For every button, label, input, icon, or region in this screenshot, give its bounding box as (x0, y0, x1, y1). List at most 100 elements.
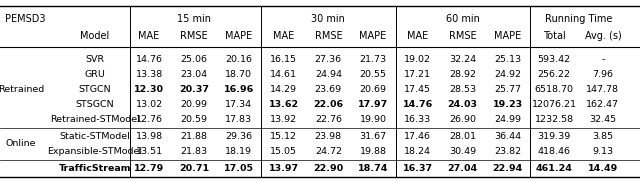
Text: 17.46: 17.46 (404, 132, 431, 141)
Text: RMSE: RMSE (449, 31, 477, 41)
Text: 12.76: 12.76 (136, 114, 163, 124)
Text: MAPE: MAPE (225, 31, 252, 41)
Text: 60 min: 60 min (446, 14, 479, 24)
Text: 20.55: 20.55 (360, 70, 387, 79)
Text: 24.72: 24.72 (315, 147, 342, 156)
Text: 16.33: 16.33 (404, 114, 431, 124)
Text: -: - (601, 55, 605, 64)
Text: 20.16: 20.16 (225, 55, 252, 64)
Text: 13.02: 13.02 (136, 100, 163, 109)
Text: STSGCN: STSGCN (76, 100, 114, 109)
Text: 20.37: 20.37 (179, 85, 209, 94)
Text: 162.47: 162.47 (586, 100, 620, 109)
Text: 32.45: 32.45 (589, 114, 616, 124)
Text: 21.88: 21.88 (180, 132, 207, 141)
Text: Total: Total (543, 31, 566, 41)
Text: 18.70: 18.70 (225, 70, 252, 79)
Text: 12.30: 12.30 (134, 85, 164, 94)
Text: 28.92: 28.92 (449, 70, 476, 79)
Text: 28.53: 28.53 (449, 85, 476, 94)
Text: 17.21: 17.21 (404, 70, 431, 79)
Text: 18.74: 18.74 (358, 164, 388, 173)
Text: Running Time: Running Time (545, 14, 612, 24)
Text: 20.59: 20.59 (180, 114, 207, 124)
Text: 23.82: 23.82 (494, 147, 521, 156)
Text: MAPE: MAPE (360, 31, 387, 41)
Text: 23.98: 23.98 (315, 132, 342, 141)
Text: 17.83: 17.83 (225, 114, 252, 124)
Text: 16.15: 16.15 (270, 55, 297, 64)
Text: 14.61: 14.61 (270, 70, 297, 79)
Text: Model: Model (80, 31, 109, 41)
Text: 30 min: 30 min (312, 14, 345, 24)
Text: 21.83: 21.83 (180, 147, 207, 156)
Text: 19.88: 19.88 (360, 147, 387, 156)
Text: 15.05: 15.05 (270, 147, 297, 156)
Text: 17.97: 17.97 (358, 100, 388, 109)
Text: 14.49: 14.49 (588, 164, 618, 173)
Text: 19.02: 19.02 (404, 55, 431, 64)
Text: 24.99: 24.99 (494, 114, 521, 124)
Text: Avg. (s): Avg. (s) (584, 31, 621, 41)
Text: 19.23: 19.23 (492, 100, 523, 109)
Text: 17.34: 17.34 (225, 100, 252, 109)
Text: 28.01: 28.01 (449, 132, 476, 141)
Text: 6518.70: 6518.70 (535, 85, 573, 94)
Text: 13.97: 13.97 (268, 164, 299, 173)
Text: MAPE: MAPE (494, 31, 521, 41)
Text: 14.76: 14.76 (403, 100, 433, 109)
Text: 18.24: 18.24 (404, 147, 431, 156)
Text: 256.22: 256.22 (538, 70, 571, 79)
Text: 27.36: 27.36 (315, 55, 342, 64)
Text: 31.67: 31.67 (360, 132, 387, 141)
Text: 29.36: 29.36 (225, 132, 252, 141)
Text: 30.49: 30.49 (449, 147, 476, 156)
Text: MAE: MAE (273, 31, 294, 41)
Text: 1232.58: 1232.58 (534, 114, 574, 124)
Text: 25.06: 25.06 (180, 55, 207, 64)
Text: 18.19: 18.19 (225, 147, 252, 156)
Text: 12.79: 12.79 (134, 164, 164, 173)
Text: 319.39: 319.39 (538, 132, 571, 141)
Text: STGCN: STGCN (79, 85, 111, 94)
Text: 418.46: 418.46 (538, 147, 571, 156)
Text: 9.13: 9.13 (592, 147, 614, 156)
Text: RMSE: RMSE (180, 31, 208, 41)
Text: PEMSD3: PEMSD3 (5, 14, 46, 24)
Text: 16.96: 16.96 (223, 85, 254, 94)
Text: 27.04: 27.04 (447, 164, 478, 173)
Text: 20.99: 20.99 (180, 100, 207, 109)
Text: 22.90: 22.90 (313, 164, 344, 173)
Text: 25.77: 25.77 (494, 85, 521, 94)
Text: 13.98: 13.98 (136, 132, 163, 141)
Text: 13.92: 13.92 (270, 114, 297, 124)
Text: 15 min: 15 min (177, 14, 211, 24)
Text: 22.94: 22.94 (492, 164, 523, 173)
Text: 19.90: 19.90 (360, 114, 387, 124)
Text: 23.69: 23.69 (315, 85, 342, 94)
Text: 15.12: 15.12 (270, 132, 297, 141)
Text: MAE: MAE (138, 31, 160, 41)
Text: Retrained: Retrained (0, 85, 44, 94)
Text: 22.76: 22.76 (315, 114, 342, 124)
Text: 36.44: 36.44 (494, 132, 521, 141)
Text: 13.62: 13.62 (268, 100, 299, 109)
Text: 26.90: 26.90 (449, 114, 476, 124)
Text: MAE: MAE (407, 31, 429, 41)
Text: 17.45: 17.45 (404, 85, 431, 94)
Text: Online: Online (6, 139, 36, 148)
Text: 7.96: 7.96 (593, 70, 613, 79)
Text: 24.94: 24.94 (315, 70, 342, 79)
Text: 16.37: 16.37 (403, 164, 433, 173)
Text: 32.24: 32.24 (449, 55, 476, 64)
Text: 14.29: 14.29 (270, 85, 297, 94)
Text: GRU: GRU (84, 70, 105, 79)
Text: TrafficStream: TrafficStream (58, 164, 131, 173)
Text: 20.69: 20.69 (360, 85, 387, 94)
Text: 12076.21: 12076.21 (532, 100, 577, 109)
Text: 13.38: 13.38 (136, 70, 163, 79)
Text: 24.03: 24.03 (448, 100, 477, 109)
Text: Static-STModel: Static-STModel (60, 132, 130, 141)
Text: 147.78: 147.78 (586, 85, 620, 94)
Text: 461.24: 461.24 (536, 164, 573, 173)
